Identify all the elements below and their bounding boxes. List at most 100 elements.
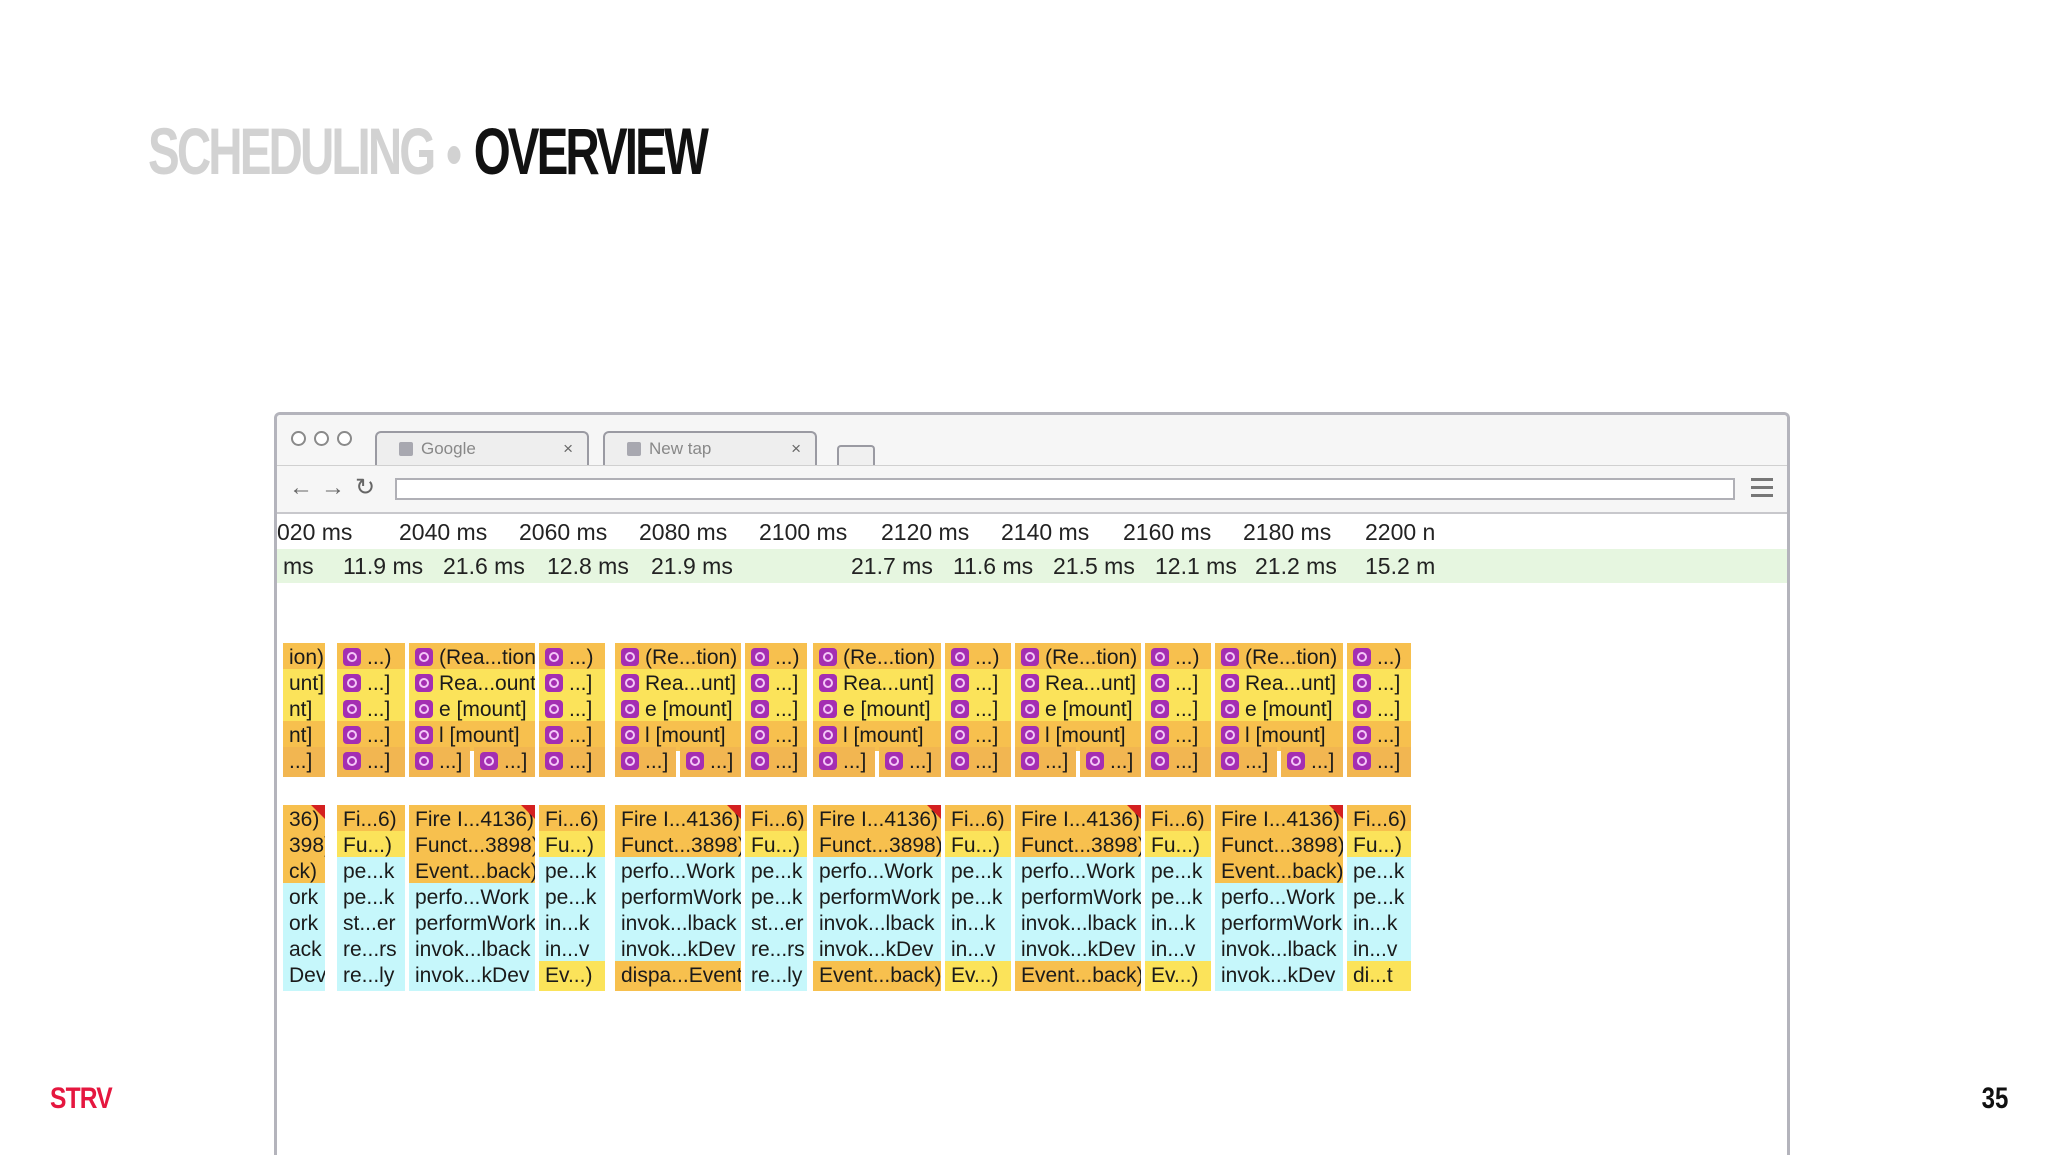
flame-frame[interactable]: perfo...Work <box>1015 857 1141 887</box>
flame-frame[interactable]: ...] <box>1080 747 1141 777</box>
flame-frame[interactable]: Fire I...4136) <box>1215 805 1343 835</box>
flame-frame[interactable]: invok...kDev <box>409 961 535 991</box>
flame-frame[interactable]: ...] <box>945 695 1011 725</box>
flame-frame[interactable]: Rea...unt] <box>1215 669 1343 699</box>
flame-frame[interactable]: invok...lback <box>1015 909 1141 939</box>
flame-frame[interactable]: ...] <box>474 747 535 777</box>
forward-icon[interactable]: → <box>321 474 345 501</box>
flame-frame[interactable]: Fu...) <box>539 831 605 861</box>
flame-frame[interactable]: ...] <box>745 721 807 751</box>
close-tab-icon[interactable]: × <box>563 439 573 458</box>
flame-frame[interactable]: e [mount] <box>615 695 741 725</box>
flame-frame[interactable]: invok...kDev <box>615 935 741 965</box>
flame-frame[interactable]: Fire I...4136) <box>409 805 535 835</box>
flame-frame[interactable]: ion) <box>283 643 325 673</box>
flame-frame[interactable]: Fi...6) <box>337 805 405 835</box>
flame-frame[interactable]: Dev <box>283 961 325 991</box>
flame-frame[interactable]: ...] <box>879 747 941 777</box>
flame-frame[interactable]: Fi...6) <box>945 805 1011 835</box>
flame-frame[interactable]: Fire I...4136) <box>813 805 941 835</box>
flame-frame[interactable]: di...t <box>1347 961 1411 991</box>
flame-frame[interactable]: ...] <box>337 721 405 751</box>
flame-frame[interactable]: invok...lback <box>409 935 535 965</box>
flame-frame[interactable]: invok...lback <box>813 909 941 939</box>
flame-frame[interactable]: ack <box>283 935 325 965</box>
menu-icon[interactable] <box>1751 478 1773 502</box>
flame-frame[interactable]: ...] <box>945 747 1011 777</box>
flame-frame[interactable]: in...v <box>539 935 605 965</box>
flame-frame[interactable]: ...] <box>283 747 325 777</box>
flame-frame[interactable]: ...] <box>1281 747 1343 777</box>
flame-frame[interactable]: ...] <box>539 721 605 751</box>
flame-frame[interactable]: ...] <box>745 669 807 699</box>
flame-frame[interactable]: invok...kDev <box>813 935 941 965</box>
flame-frame[interactable]: e [mount] <box>813 695 941 725</box>
flame-frame[interactable]: performWork <box>813 883 941 913</box>
flame-frame[interactable]: ...) <box>337 643 405 673</box>
flame-frame[interactable]: (Rea...tion) <box>409 643 535 673</box>
flame-frame[interactable]: Funct...3898) <box>813 831 941 861</box>
address-bar[interactable] <box>395 478 1735 500</box>
flame-frame[interactable]: (Re...tion) <box>813 643 941 673</box>
flame-frame[interactable]: performWork <box>1215 909 1343 939</box>
flame-frame[interactable]: re...ly <box>745 961 807 991</box>
flame-frame[interactable]: performWork <box>409 909 535 939</box>
flame-frame[interactable]: Fu...) <box>1347 831 1411 861</box>
flame-frame[interactable]: Fu...) <box>945 831 1011 861</box>
flame-frame[interactable]: ...] <box>745 695 807 725</box>
flame-frame[interactable]: ...) <box>945 643 1011 673</box>
flame-frame[interactable]: Fire I...4136) <box>1015 805 1141 835</box>
flame-frame[interactable]: e [mount] <box>1015 695 1141 725</box>
flame-frame[interactable]: ...] <box>337 669 405 699</box>
flame-frame[interactable]: pe...k <box>1145 883 1211 913</box>
flame-frame[interactable]: dispa...Event <box>615 961 741 991</box>
minimize-window-button[interactable] <box>314 431 329 446</box>
flame-frame[interactable]: ...] <box>813 747 875 777</box>
flame-frame[interactable]: Fire I...4136) <box>615 805 741 835</box>
flame-frame[interactable]: Event...back) <box>1015 961 1141 991</box>
flame-frame[interactable]: ...] <box>1347 721 1411 751</box>
flame-frame[interactable]: pe...k <box>1347 857 1411 887</box>
flame-frame[interactable]: Fu...) <box>745 831 807 861</box>
flame-frame[interactable]: pe...k <box>539 883 605 913</box>
flame-frame[interactable]: Funct...3898) <box>1015 831 1141 861</box>
flame-frame[interactable]: ...] <box>539 695 605 725</box>
flame-frame[interactable]: Funct...3898) <box>1215 831 1343 861</box>
reload-icon[interactable]: ↻ <box>355 474 376 501</box>
flame-frame[interactable]: performWork <box>1015 883 1141 913</box>
maximize-window-button[interactable] <box>337 431 352 446</box>
flame-frame[interactable]: ...] <box>1015 747 1076 777</box>
flame-frame[interactable]: pe...k <box>1145 857 1211 887</box>
flame-frame[interactable]: in...v <box>1347 935 1411 965</box>
flame-frame[interactable]: invok...kDev <box>1215 961 1343 991</box>
flame-frame[interactable]: ...] <box>1145 695 1211 725</box>
flame-frame[interactable]: Event...back) <box>1215 857 1343 887</box>
flame-frame[interactable]: Ev...) <box>539 961 605 991</box>
flame-frame[interactable]: in...k <box>1145 909 1211 939</box>
flame-frame[interactable]: ...] <box>1215 747 1277 777</box>
flame-frame[interactable]: ...) <box>1347 643 1411 673</box>
flame-frame[interactable]: 36) <box>283 805 325 835</box>
new-tab-button[interactable] <box>837 445 875 465</box>
flame-frame[interactable]: ...] <box>409 747 470 777</box>
flame-frame[interactable]: ...) <box>1145 643 1211 673</box>
flame-frame[interactable]: ...] <box>1347 695 1411 725</box>
flame-frame[interactable]: l [mount] <box>1215 721 1343 751</box>
flame-frame[interactable]: Fi...6) <box>539 805 605 835</box>
flame-frame[interactable]: ...] <box>337 695 405 725</box>
flame-frame[interactable]: ...] <box>1347 747 1411 777</box>
flame-frame[interactable]: in...v <box>945 935 1011 965</box>
flame-frame[interactable]: nt] <box>283 721 325 751</box>
flame-frame[interactable]: Ev...) <box>945 961 1011 991</box>
flame-frame[interactable]: Rea...ount] <box>409 669 535 699</box>
flame-frame[interactable]: perfo...Work <box>813 857 941 887</box>
flame-frame[interactable]: pe...k <box>337 857 405 887</box>
flame-frame[interactable]: Fi...6) <box>1347 805 1411 835</box>
flame-frame[interactable]: pe...k <box>1347 883 1411 913</box>
flame-frame[interactable]: ...] <box>745 747 807 777</box>
flame-frame[interactable]: Rea...unt] <box>813 669 941 699</box>
flame-frame[interactable]: Fu...) <box>1145 831 1211 861</box>
flame-frame[interactable]: pe...k <box>745 857 807 887</box>
flame-frame[interactable]: l [mount] <box>615 721 741 751</box>
flame-frame[interactable]: pe...k <box>745 883 807 913</box>
